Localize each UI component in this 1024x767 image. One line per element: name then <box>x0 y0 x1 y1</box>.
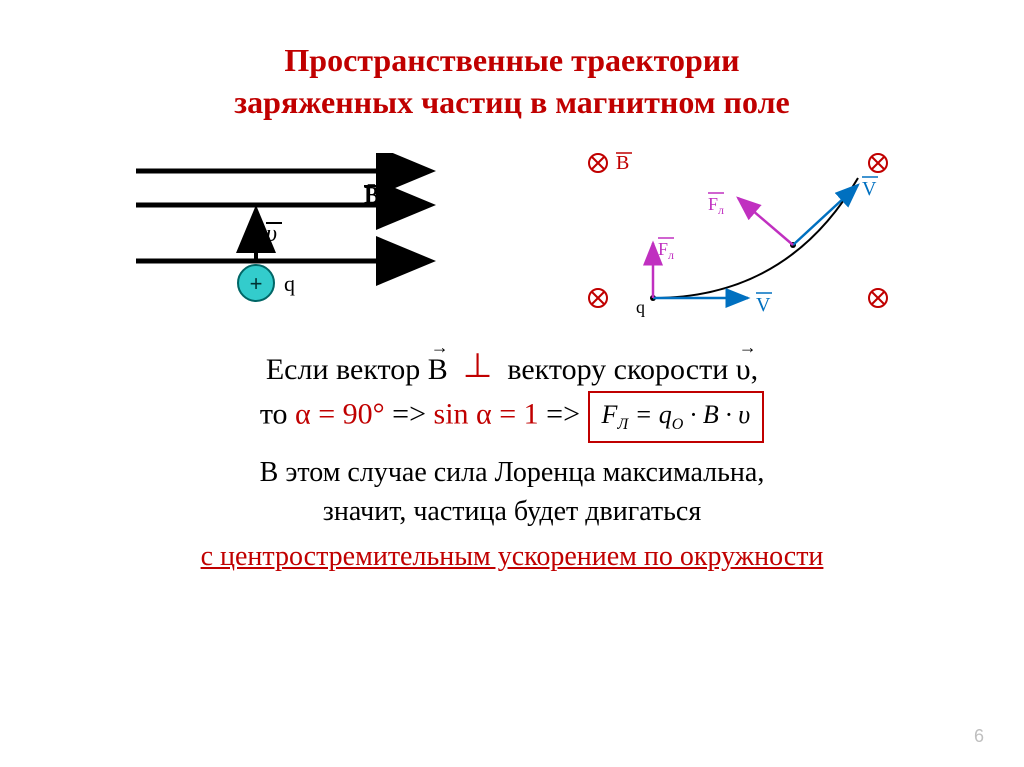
b-label: B̄ <box>364 183 380 209</box>
left-diagram-svg: B̄ υ + q <box>106 153 466 313</box>
sin-eq: sin α = 1 <box>434 398 539 431</box>
title-line2: заряженных частиц в магнитном поле <box>234 84 789 120</box>
vec-B: B <box>428 353 448 386</box>
formula-box: FЛ = qO · B · υ <box>588 391 765 443</box>
title-line1: Пространственные траектории <box>284 42 739 78</box>
fq: q <box>659 400 672 429</box>
left-diagram: B̄ υ + q <box>106 153 466 313</box>
l2-prefix: то <box>260 398 295 431</box>
line2: то α = 90° => sin α = 1 => FЛ = qO · B ·… <box>60 391 964 443</box>
fB: B <box>703 400 719 429</box>
right-diagram: B q V Fл V <box>558 143 918 323</box>
right-diagram-svg: B q V Fл V <box>558 143 918 323</box>
line1: Если вектор B ⊥ вектору скорости υ, <box>60 343 964 391</box>
alpha-eq: α = 90° <box>295 398 385 431</box>
f-top: Fл <box>708 194 724 217</box>
svg-text:+: + <box>250 271 263 296</box>
fd2: · <box>725 400 738 429</box>
figures-row: B̄ υ + q <box>60 143 964 323</box>
vec-v: υ <box>736 353 751 386</box>
b-into-label: B <box>616 152 629 174</box>
fqsub: O <box>672 416 684 433</box>
page-number: 6 <box>974 726 984 747</box>
l1-prefix: Если вектор <box>266 353 428 386</box>
v-label: υ <box>266 221 277 247</box>
arrow1: => <box>385 398 434 431</box>
line5: с центростремительным ускорением по окру… <box>60 537 964 576</box>
fFsub: Л <box>617 416 628 433</box>
l1-mid: вектору скорости <box>507 353 735 386</box>
fF: F <box>602 400 618 429</box>
feq: = <box>635 400 659 429</box>
q-label: q <box>284 271 295 296</box>
fv: υ <box>738 400 750 429</box>
arrow2: => <box>539 398 588 431</box>
v-bottom: V <box>756 294 771 316</box>
v-top: V <box>862 178 877 200</box>
perp-symbol: ⊥ <box>463 348 493 385</box>
fd1: · <box>690 400 703 429</box>
f-bottom: Fл <box>658 239 674 262</box>
q-label-right: q <box>636 297 645 317</box>
body-text: Если вектор B ⊥ вектору скорости υ, то α… <box>60 343 964 576</box>
line3: В этом случае сила Лоренца максимальна, <box>60 453 964 492</box>
line4: значит, частица будет двигаться <box>60 492 964 531</box>
slide-title: Пространственные траектории заряженных ч… <box>60 40 964 123</box>
